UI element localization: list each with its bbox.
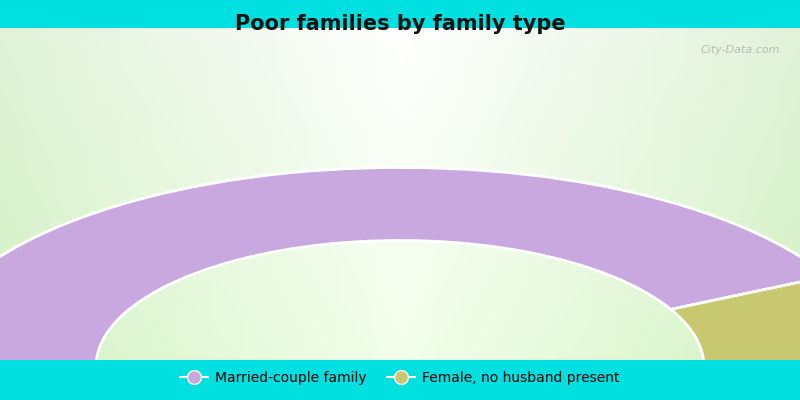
- Text: Poor families by family type: Poor families by family type: [234, 14, 566, 34]
- Wedge shape: [671, 276, 800, 367]
- Wedge shape: [0, 168, 800, 367]
- Text: City-Data.com: City-Data.com: [701, 45, 780, 55]
- Legend: Married-couple family, Female, no husband present: Married-couple family, Female, no husban…: [174, 366, 626, 390]
